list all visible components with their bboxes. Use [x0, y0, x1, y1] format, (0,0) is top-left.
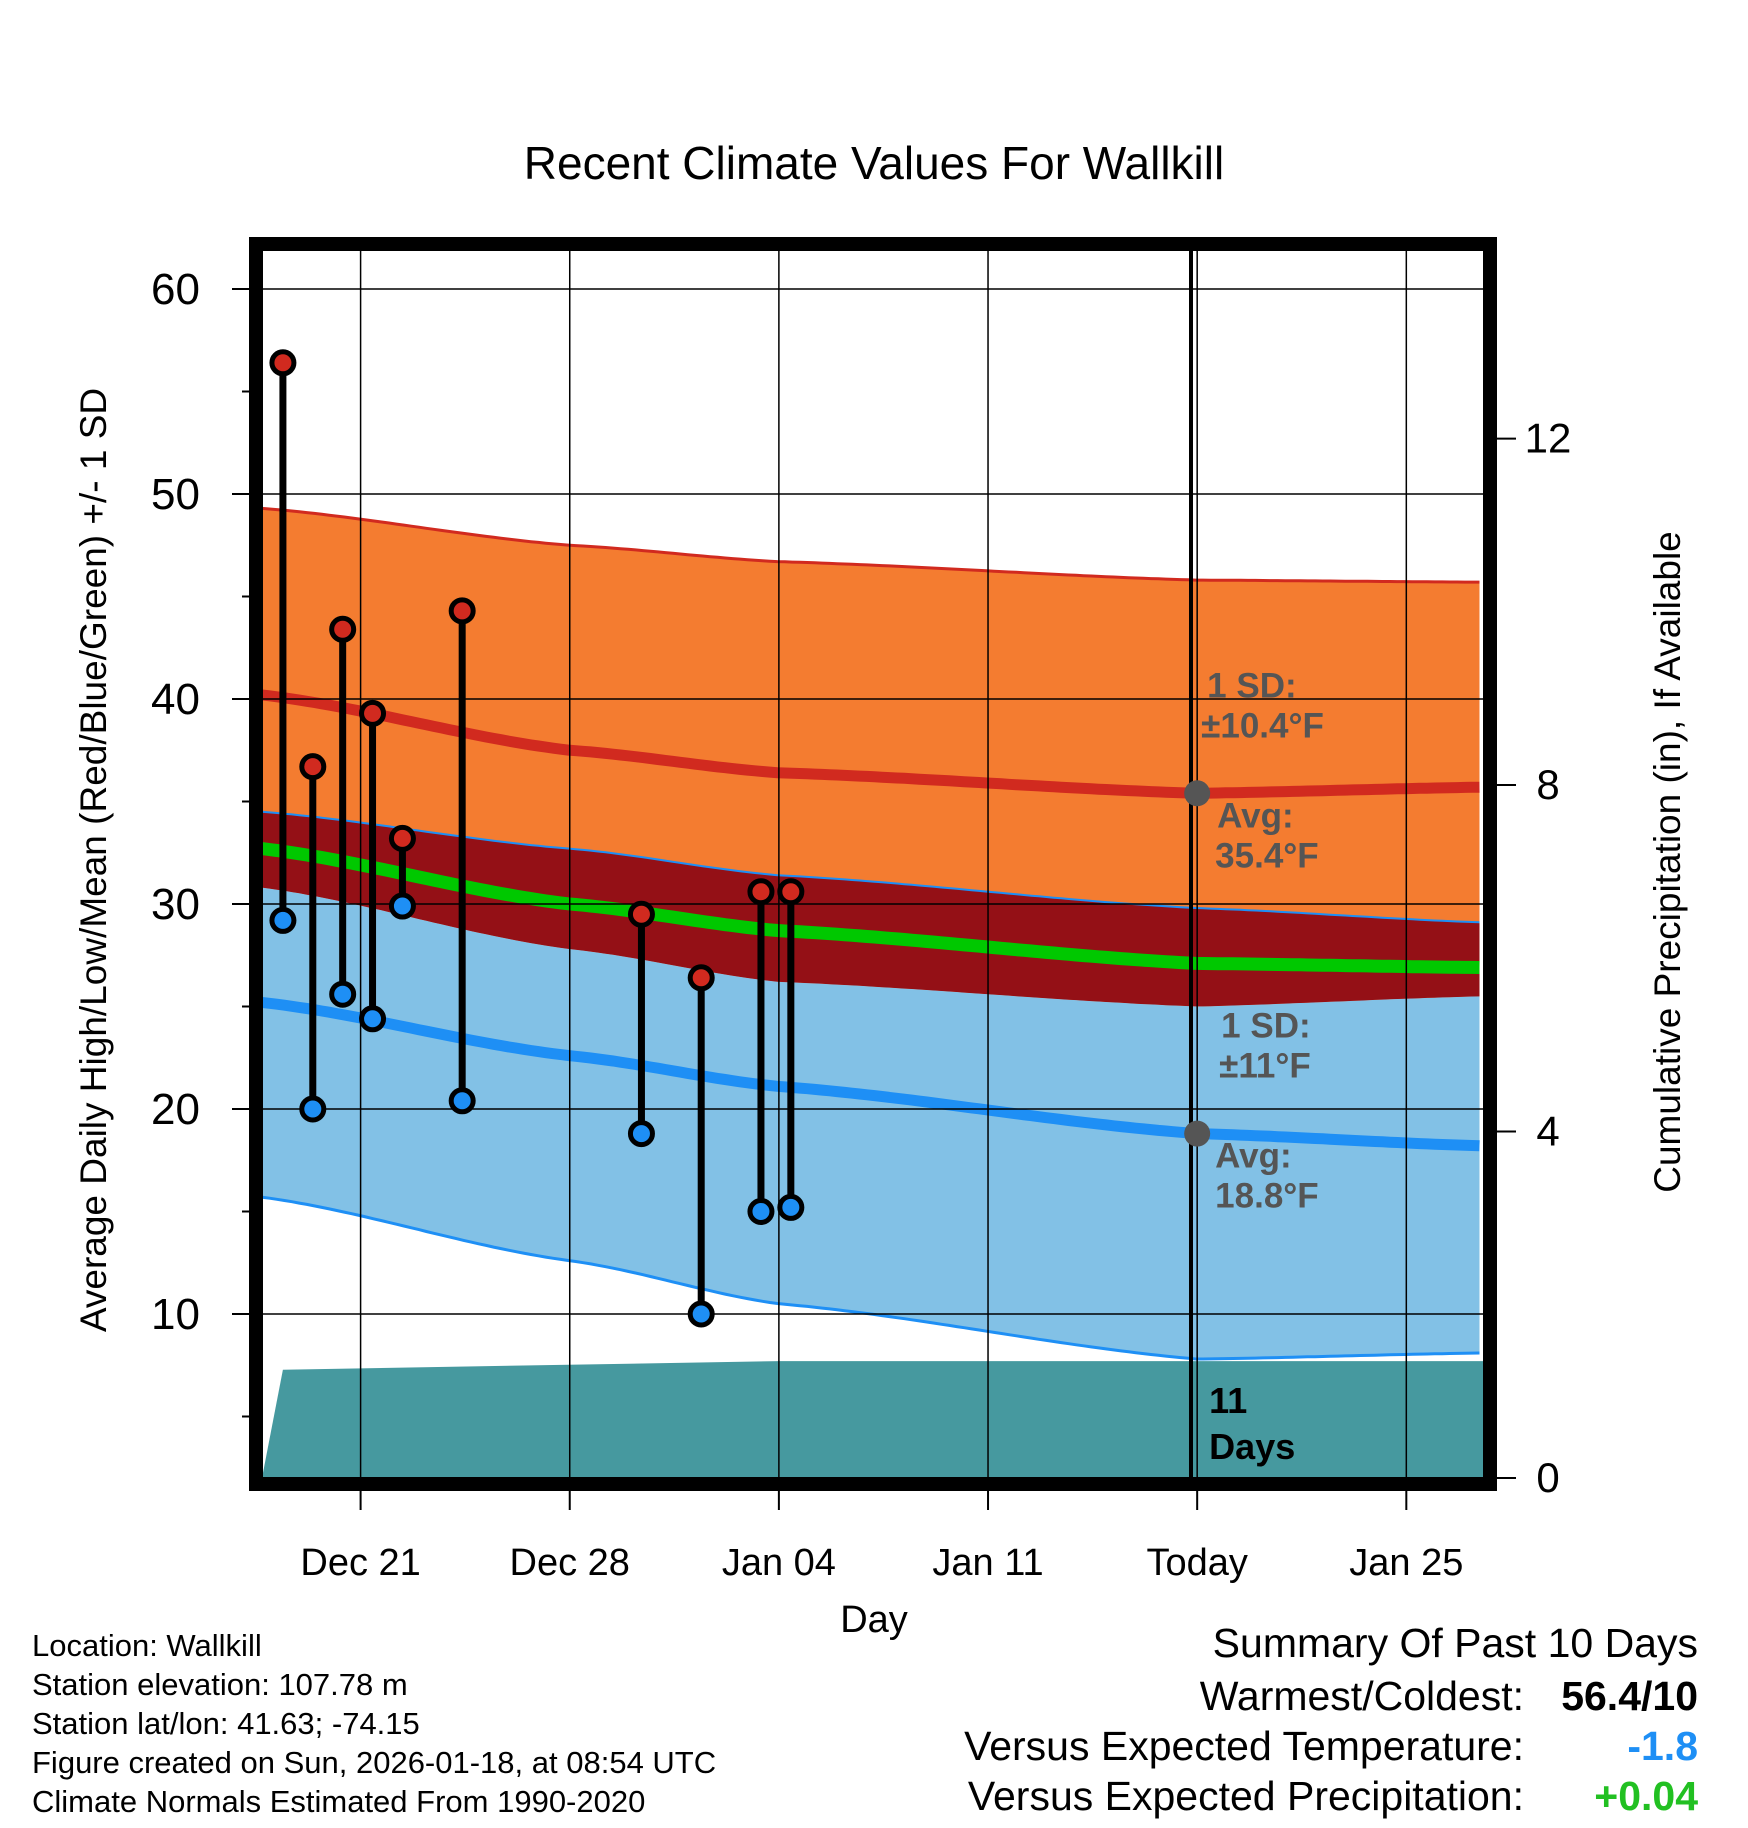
y2-tick-label: 12	[1525, 415, 1572, 462]
station-info: Location: Wallkill Station elevation: 10…	[32, 1626, 716, 1821]
y-axis-label: Average Daily High/Low/Mean (Red/Blue/Gr…	[73, 388, 114, 1332]
x-tick-label: Jan 04	[722, 1542, 836, 1584]
x-tick-label: Today	[1146, 1542, 1247, 1584]
x-axis-label: Day	[840, 1599, 908, 1641]
y2-tick-label: 4	[1536, 1108, 1559, 1155]
high-sd-upper-edge	[262, 506, 1480, 584]
low-sd-band	[262, 887, 1480, 1359]
observed-low-point	[329, 980, 357, 1008]
x-tick-label: Jan 25	[1349, 1542, 1463, 1584]
low-avg-marker	[1184, 1120, 1211, 1147]
y-tick-label: 40	[151, 675, 200, 724]
observed-low-point	[388, 892, 416, 920]
observed-high-point	[269, 349, 297, 377]
created-text: Figure created on Sun, 2026-01-18, at 08…	[32, 1745, 717, 1780]
y-tick-label: 30	[151, 880, 200, 929]
observed-temperatures	[269, 349, 805, 1328]
temp-label: Versus Expected Temperature:	[964, 1723, 1524, 1769]
precip-value: +0.04	[1594, 1773, 1698, 1819]
low-avg-label: Avg:	[1215, 1137, 1291, 1176]
observed-high-point	[448, 597, 476, 625]
normal-bands	[262, 506, 1484, 1478]
x-axis: Dec 21 Dec 28 Jan 04 Jan 11 Today Jan 25	[300, 1491, 1463, 1584]
plot-frame	[249, 237, 1497, 1491]
y2-axis-label: Cumulative Precipitation (in), If Availa…	[1647, 531, 1688, 1193]
observed-high-point	[299, 753, 327, 781]
days-count-label: 11	[1209, 1380, 1247, 1421]
observed-low-point	[627, 1120, 655, 1148]
warm-cold-label: Warmest/Coldest:	[1199, 1673, 1524, 1719]
y2-tick-label: 8	[1536, 761, 1559, 808]
observed-low-point	[359, 1005, 387, 1033]
y-tick-label: 10	[151, 1290, 200, 1339]
x-tick-label: Dec 21	[300, 1542, 420, 1584]
high-avg-value: 35.4°F	[1215, 836, 1319, 875]
y-tick-label: 50	[151, 470, 200, 519]
observed-high-point	[388, 824, 416, 852]
y2-axis: 0 4 8 12	[1497, 415, 1571, 1501]
x-tick-label: Dec 28	[510, 1542, 630, 1584]
y-tick-label: 60	[151, 265, 200, 314]
observed-low-point	[299, 1095, 327, 1123]
high-sd-value: ±10.4°F	[1201, 706, 1324, 745]
summary-warm-cold: Warmest/Coldest: 56.4/10	[1200, 1673, 1698, 1720]
observed-low-point	[448, 1087, 476, 1115]
observed-low-point	[687, 1300, 715, 1328]
low-sd-label: 1 SD:	[1221, 1007, 1310, 1046]
location-text: Location: Wallkill	[32, 1628, 262, 1663]
observed-high-point	[687, 964, 715, 992]
high-sd-label: 1 SD:	[1207, 666, 1296, 705]
y-tick-label: 20	[151, 1085, 200, 1134]
chart-title: Recent Climate Values For Wallkill	[524, 137, 1224, 189]
observed-high-point	[777, 878, 805, 906]
temp-value: -1.8	[1627, 1723, 1698, 1769]
high-avg-marker	[1184, 780, 1211, 807]
summary-title: Summary Of Past 10 Days	[1212, 1620, 1698, 1666]
high-avg-label: Avg:	[1217, 796, 1293, 835]
x-tick-label: Jan 11	[932, 1542, 1043, 1584]
precip-area	[262, 1361, 1484, 1478]
observed-high-point	[329, 615, 357, 643]
observed-high-point	[627, 900, 655, 928]
latlon-text: Station lat/lon: 41.63; -74.15	[32, 1706, 420, 1741]
normals-text: Climate Normals Estimated From 1990-2020	[32, 1784, 646, 1819]
observed-high-point	[747, 878, 775, 906]
low-sd-value: ±11°F	[1219, 1047, 1311, 1086]
elevation-text: Station elevation: 107.78 m	[32, 1667, 408, 1702]
observed-high-point	[359, 699, 387, 727]
days-word-label: Days	[1209, 1426, 1295, 1467]
y2-tick-label: 0	[1536, 1454, 1559, 1501]
observed-low-point	[777, 1193, 805, 1221]
summary-precip: Versus Expected Precipitation: +0.04	[968, 1773, 1698, 1820]
low-avg-value: 18.8°F	[1215, 1177, 1319, 1216]
observed-low-point	[747, 1198, 775, 1225]
precip-label: Versus Expected Precipitation:	[967, 1773, 1524, 1819]
summary-temp: Versus Expected Temperature: -1.8	[964, 1723, 1698, 1770]
y-axis: 10 20 30 40 50 60	[151, 265, 249, 1418]
warm-cold-value: 56.4/10	[1561, 1673, 1698, 1719]
observed-low-point	[269, 906, 297, 934]
